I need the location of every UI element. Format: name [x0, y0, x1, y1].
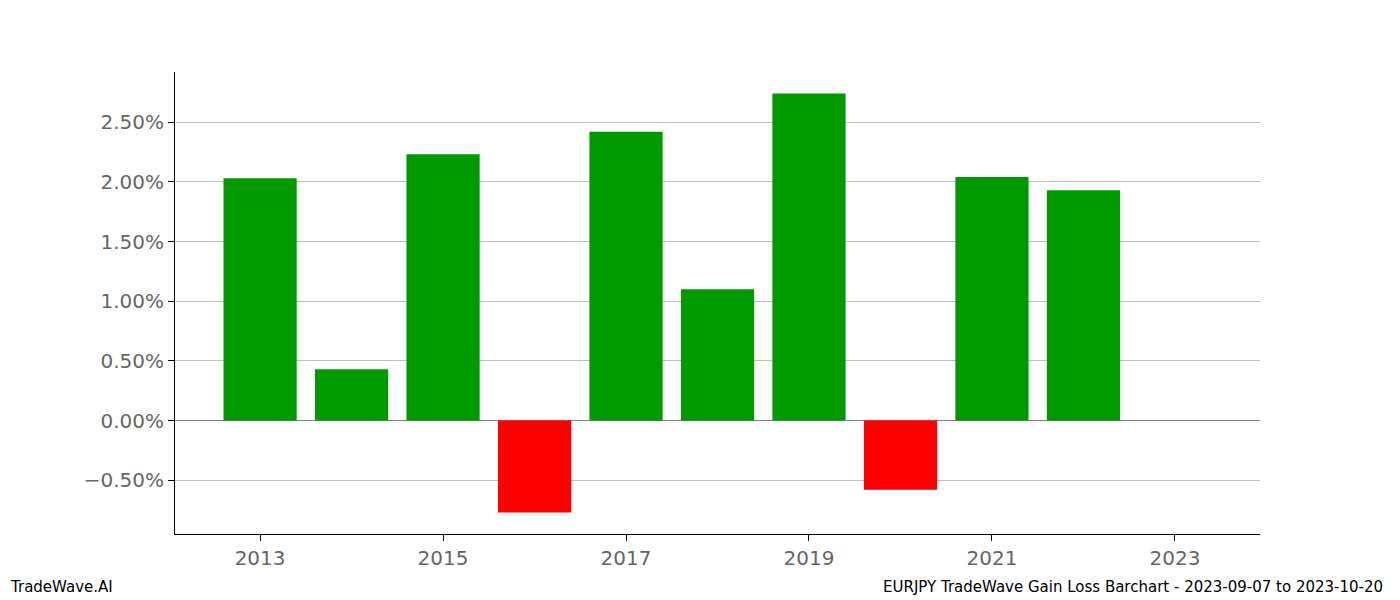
- svg-text:2015: 2015: [418, 546, 469, 570]
- svg-text:EURJPY TradeWave Gain Loss Bar: EURJPY TradeWave Gain Loss Barchart - 20…: [883, 578, 1383, 596]
- svg-text:1.00%: 1.00%: [100, 289, 164, 313]
- svg-text:2021: 2021: [966, 546, 1017, 570]
- svg-text:2013: 2013: [235, 546, 286, 570]
- svg-text:0.00%: 0.00%: [100, 409, 164, 433]
- svg-text:2017: 2017: [601, 546, 652, 570]
- svg-text:−0.50%: −0.50%: [84, 468, 164, 492]
- svg-text:2023: 2023: [1149, 546, 1200, 570]
- svg-text:1.50%: 1.50%: [100, 230, 164, 254]
- svg-text:2019: 2019: [784, 546, 835, 570]
- svg-text:2.00%: 2.00%: [100, 170, 164, 194]
- svg-text:TradeWave.AI: TradeWave.AI: [10, 578, 113, 596]
- svg-text:2.50%: 2.50%: [100, 110, 164, 134]
- svg-text:0.50%: 0.50%: [100, 349, 164, 373]
